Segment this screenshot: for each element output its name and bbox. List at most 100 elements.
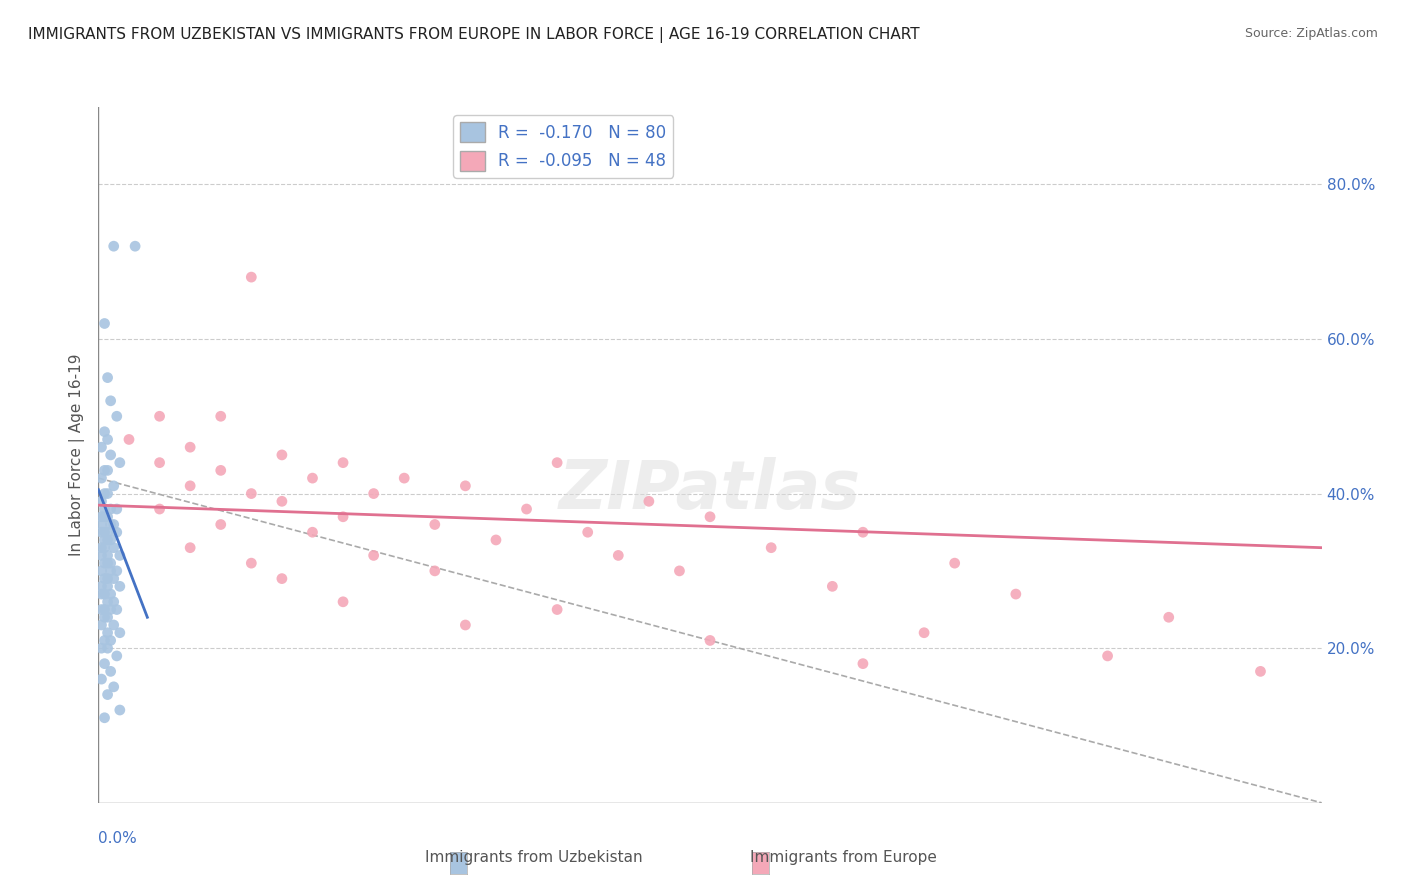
Text: ZIPatlas: ZIPatlas — [560, 457, 860, 523]
Point — [93, 317, 115, 331]
Point — [90, 579, 112, 593]
Point — [100, 533, 122, 547]
Point — [103, 572, 125, 586]
Text: Source: ZipAtlas.com: Source: ZipAtlas.com — [1244, 27, 1378, 40]
Point — [149, 502, 172, 516]
Point — [105, 602, 128, 616]
Point — [93, 425, 115, 439]
Point — [240, 270, 263, 285]
Point — [118, 433, 141, 447]
Point — [852, 657, 875, 671]
Point — [576, 525, 599, 540]
Point — [423, 517, 446, 532]
Point — [93, 533, 115, 547]
Text: IMMIGRANTS FROM UZBEKISTAN VS IMMIGRANTS FROM EUROPE IN LABOR FORCE | AGE 16-19 : IMMIGRANTS FROM UZBEKISTAN VS IMMIGRANTS… — [28, 27, 920, 43]
Point — [1004, 587, 1026, 601]
Point — [301, 471, 323, 485]
Point — [90, 587, 112, 601]
Point — [90, 525, 112, 540]
Point — [100, 448, 122, 462]
Point — [93, 633, 115, 648]
Point — [100, 502, 122, 516]
Point — [392, 471, 416, 485]
Point — [93, 711, 115, 725]
Point — [108, 456, 131, 470]
Point — [90, 541, 112, 555]
Point — [485, 533, 508, 547]
Point — [93, 657, 115, 671]
Point — [546, 602, 568, 616]
Point — [100, 665, 122, 679]
Y-axis label: In Labor Force | Age 16-19: In Labor Force | Age 16-19 — [69, 353, 84, 557]
Point — [240, 556, 263, 570]
Point — [103, 479, 125, 493]
Point — [103, 595, 125, 609]
Point — [363, 486, 385, 500]
Point — [423, 564, 446, 578]
Point — [270, 448, 292, 462]
Point — [209, 463, 232, 477]
Point — [149, 456, 172, 470]
Point — [105, 564, 128, 578]
Point — [93, 610, 115, 624]
Text: Immigrants from Europe: Immigrants from Europe — [751, 850, 936, 865]
Point — [108, 625, 131, 640]
Point — [454, 618, 477, 632]
Point — [100, 602, 122, 616]
Point — [179, 541, 201, 555]
Point — [97, 509, 120, 524]
Point — [699, 509, 721, 524]
Point — [179, 440, 201, 454]
Point — [97, 533, 120, 547]
Point — [97, 433, 120, 447]
Point — [124, 239, 146, 253]
Point — [332, 456, 354, 470]
Text: 0.0%: 0.0% — [98, 830, 138, 846]
Point — [516, 502, 538, 516]
Point — [97, 625, 120, 640]
Point — [270, 572, 292, 586]
Point — [546, 456, 568, 470]
Point — [105, 409, 128, 424]
Point — [93, 502, 115, 516]
Point — [93, 541, 115, 555]
Point — [454, 479, 477, 493]
Point — [90, 471, 112, 485]
Point — [93, 602, 115, 616]
Point — [821, 579, 844, 593]
Point — [93, 509, 115, 524]
Point — [90, 440, 112, 454]
Point — [270, 494, 292, 508]
Point — [912, 625, 935, 640]
Point — [100, 564, 122, 578]
Point — [103, 680, 125, 694]
Point — [105, 648, 128, 663]
Point — [105, 525, 128, 540]
Point — [699, 633, 721, 648]
Point — [100, 633, 122, 648]
Point — [852, 525, 875, 540]
Point — [668, 564, 690, 578]
Point — [943, 556, 966, 570]
Text: Immigrants from Uzbekistan: Immigrants from Uzbekistan — [426, 850, 643, 865]
Point — [97, 370, 120, 384]
Point — [90, 494, 112, 508]
Point — [90, 549, 112, 563]
Point — [332, 509, 354, 524]
Point — [93, 556, 115, 570]
Point — [209, 517, 232, 532]
Point — [97, 525, 120, 540]
Point — [103, 618, 125, 632]
Point — [209, 409, 232, 424]
Point — [97, 572, 120, 586]
Point — [179, 479, 201, 493]
Point — [90, 602, 112, 616]
Point — [93, 572, 115, 586]
Point — [97, 688, 120, 702]
Point — [108, 579, 131, 593]
Legend: R =  -0.170   N = 80, R =  -0.095   N = 48: R = -0.170 N = 80, R = -0.095 N = 48 — [453, 115, 673, 178]
Point — [332, 595, 354, 609]
Point — [607, 549, 630, 563]
Point — [93, 525, 115, 540]
Point — [100, 587, 122, 601]
